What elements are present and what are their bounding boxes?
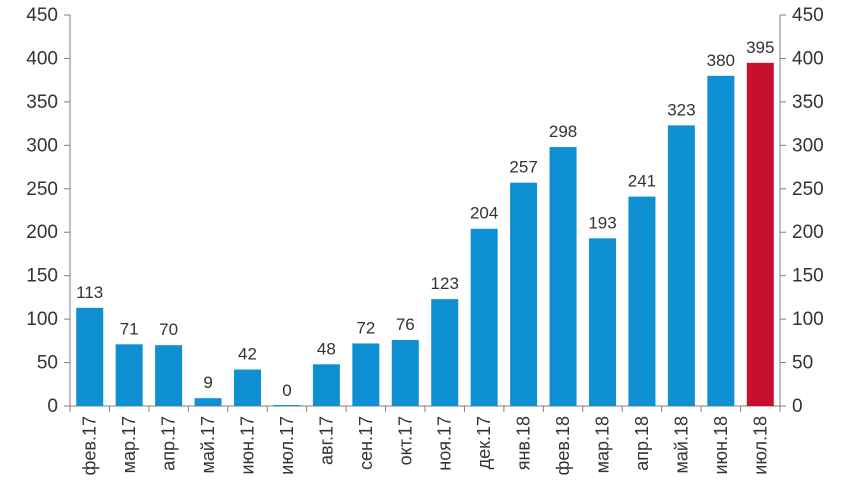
data-label: 42 [238,345,257,364]
data-label: 123 [431,274,459,293]
data-label: 48 [317,339,336,358]
bar [312,364,340,406]
data-label: 257 [509,158,537,177]
bar [510,182,538,406]
left-y-tick-label: 200 [26,222,58,243]
x-tick-label: апр.18 [632,416,652,471]
left-y-tick-label: 0 [47,396,58,417]
bar [470,228,498,406]
data-label: 70 [159,320,178,339]
right-y-tick-label: 400 [792,48,824,69]
right-y-tick-label: 150 [792,266,824,287]
bar [194,398,222,406]
data-label: 72 [356,318,375,337]
x-tick-label: фев.18 [553,416,573,475]
left-y-tick-label: 100 [26,309,58,330]
data-label: 395 [746,38,774,57]
x-tick-label: июл.18 [750,416,770,475]
bar [76,307,104,406]
data-label: 323 [667,100,695,119]
right-y-tick-label: 250 [792,179,824,200]
left-y-tick-label: 150 [26,266,58,287]
bar [234,369,261,406]
left-y-tick-label: 450 [26,5,58,26]
x-tick-label: апр.17 [159,416,179,471]
bar [273,405,301,406]
data-labels: 113 71 70 9 42 0 48 72 76 123 204 257 298 193 241 323 38… [76,38,774,400]
data-label: 0 [282,381,291,400]
bar [549,147,577,406]
data-label: 113 [76,283,103,302]
bar [115,344,143,406]
data-label: 204 [470,204,498,223]
bar [667,125,695,407]
x-tick-label: мар.17 [119,416,139,473]
x-tick-label: фев.17 [80,416,100,475]
tick-labels: 0 50 100 150 200 250 300 350 400 450 0 50 100 150 200 2… [26,5,823,475]
bar [352,343,380,406]
x-tick-label: дек.17 [474,416,494,469]
x-tick-label: окт.17 [395,416,415,465]
data-label: 71 [120,319,139,338]
x-tick-label: сен.17 [356,416,376,470]
x-tick-label: июн.18 [711,416,731,475]
right-y-tick-label: 350 [792,92,824,113]
data-label: 241 [628,172,656,191]
right-y-tick-label: 200 [792,222,824,243]
bar [391,339,419,406]
left-y-tick-label: 50 [37,353,58,374]
x-tick-label: май.18 [671,416,691,473]
bar [431,299,459,406]
left-y-tick-label: 250 [26,179,58,200]
axes [64,14,786,412]
right-y-tick-label: 0 [792,396,803,417]
left-y-tick-label: 300 [26,135,58,156]
right-y-tick-label: 100 [792,309,824,330]
data-label: 298 [549,122,577,141]
right-y-tick-label: 300 [792,135,824,156]
data-label: 9 [203,373,212,392]
data-label: 76 [396,315,415,334]
bar [628,196,656,406]
right-y-tick-label: 50 [792,353,813,374]
x-tick-label: янв.18 [514,416,534,470]
bar [707,75,735,407]
x-tick-label: июл.17 [277,416,297,475]
bar [155,345,183,406]
left-y-tick-label: 400 [26,48,58,69]
bar [746,62,774,407]
bars [76,62,774,407]
left-y-tick-label: 350 [26,92,58,113]
x-tick-label: авг.17 [316,416,336,465]
data-label: 193 [588,213,616,232]
data-label: 380 [707,51,735,70]
x-tick-label: ноя.17 [435,416,455,471]
right-y-tick-label: 450 [792,5,824,26]
x-tick-label: мар.18 [593,416,613,473]
bar [589,238,616,406]
x-tick-label: май.17 [198,416,218,473]
x-tick-label: июн.17 [238,416,258,475]
